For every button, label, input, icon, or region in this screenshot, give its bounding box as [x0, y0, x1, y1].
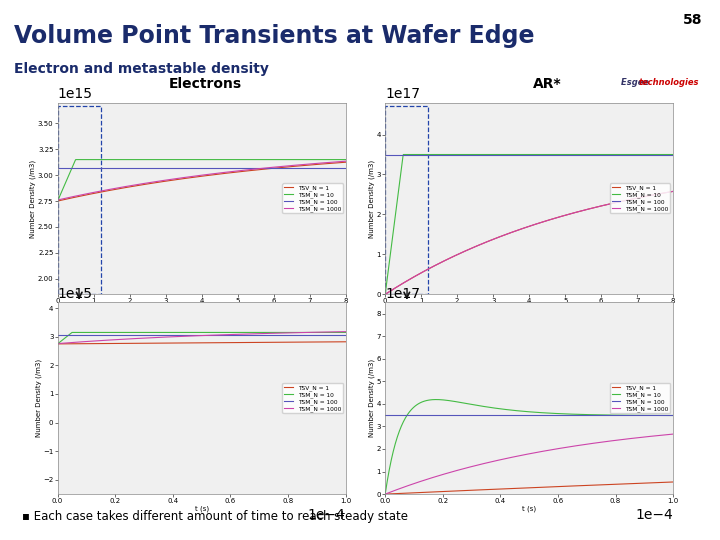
Text: Volume Point Transients at Wafer Edge: Volume Point Transients at Wafer Edge — [14, 24, 535, 48]
Y-axis label: Number Density (/m3): Number Density (/m3) — [369, 159, 375, 238]
Text: ▪ Each case takes different amount of time to reach steady state: ▪ Each case takes different amount of ti… — [22, 510, 408, 523]
Text: Electrons: Electrons — [168, 77, 242, 91]
Y-axis label: Number Density (/m3): Number Density (/m3) — [35, 359, 42, 437]
Legend: TSV_N = 1, TSM_N = 10, TSM_N = 100, TSM_N = 1000: TSV_N = 1, TSM_N = 10, TSM_N = 100, TSM_… — [282, 383, 343, 413]
Text: 58: 58 — [683, 14, 702, 28]
Y-axis label: Number Density (/m3): Number Density (/m3) — [369, 359, 375, 437]
Bar — [385, 106, 428, 294]
Bar — [58, 106, 101, 294]
Legend: TSV_N = 1, TSM_N = 10, TSM_N = 100, TSM_N = 1000: TSV_N = 1, TSM_N = 10, TSM_N = 100, TSM_… — [610, 184, 670, 213]
X-axis label: t (s): t (s) — [194, 505, 209, 512]
Text: Electron and metastable density: Electron and metastable density — [14, 62, 269, 76]
X-axis label: t (s): t (s) — [522, 505, 536, 512]
Y-axis label: Number Density (/m3): Number Density (/m3) — [30, 159, 36, 238]
Text: technologies: technologies — [639, 78, 699, 87]
Text: Esgee: Esgee — [621, 78, 652, 87]
Legend: TSV_N = 1, TSM_N = 10, TSM_N = 100, TSM_N = 1000: TSV_N = 1, TSM_N = 10, TSM_N = 100, TSM_… — [610, 383, 670, 413]
Legend: TSV_N = 1, TSM_N = 10, TSM_N = 100, TSM_N = 1000: TSV_N = 1, TSM_N = 10, TSM_N = 100, TSM_… — [282, 184, 343, 213]
Text: AR*: AR* — [533, 77, 562, 91]
